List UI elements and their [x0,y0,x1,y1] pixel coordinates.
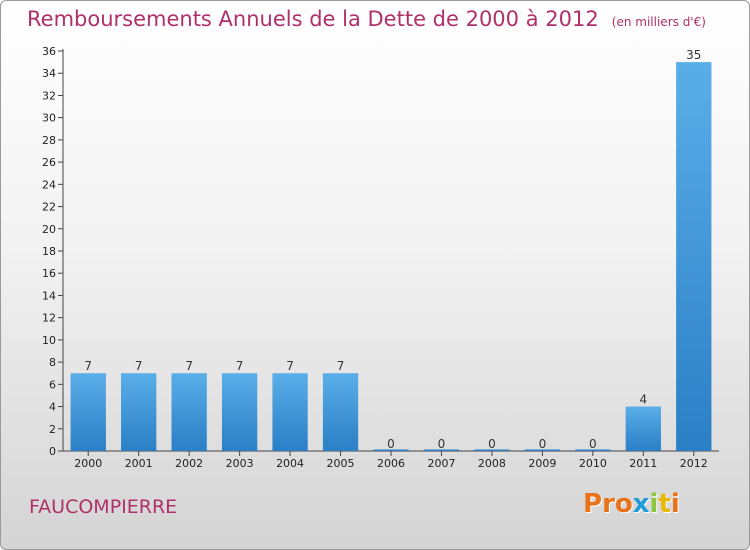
logo-letter: i [670,489,680,519]
bar [474,449,510,451]
y-tick-label: 22 [42,201,56,214]
y-tick-label: 6 [49,378,56,391]
x-tick-label: 2009 [528,457,556,470]
y-tick-label: 30 [42,112,56,125]
logo-letter: x [632,489,650,519]
bar [221,373,258,451]
y-tick-label: 18 [42,245,56,258]
data-label: 35 [686,48,701,62]
bar [70,373,106,451]
bar [322,373,359,451]
bars [70,62,712,451]
x-tick-label: 2006 [377,457,405,470]
y-tick-label: 4 [49,401,56,414]
chart-title-text: Remboursements Annuels de la Dette de 20… [27,7,599,31]
y-tick-label: 14 [42,289,56,302]
proxiti-logo: Proxiti [583,489,680,519]
y-tick-label: 0 [49,445,56,458]
commune-name: FAUCOMPIERRE [29,496,178,518]
logo-letter: P [583,489,603,519]
y-tick-label: 24 [42,178,56,191]
bar [676,62,712,451]
logo-letter: t [658,489,671,519]
data-label: 7 [337,359,345,373]
data-label: 0 [438,437,446,451]
data-label: 0 [539,437,547,451]
data-label: 0 [589,437,597,451]
chart-title: Remboursements Annuels de la Dette de 20… [27,7,706,31]
y-tick-label: 28 [42,134,56,147]
y-tick-label: 34 [42,67,56,80]
x-tick-label: 2003 [226,457,254,470]
x-tick-label: 2007 [427,457,455,470]
data-label: 7 [135,359,143,373]
x-tick-label: 2012 [680,457,708,470]
chart-unit-note: (en milliers d'€) [611,15,706,29]
data-label: 4 [639,393,647,407]
bar [625,406,661,451]
data-label: 7 [286,359,294,373]
x-tick-label: 2000 [74,457,102,470]
bar [524,449,561,451]
y-tick-label: 12 [42,312,56,325]
y-tick-label: 2 [49,423,56,436]
data-label: 0 [488,437,496,451]
bar [121,373,157,451]
bar [272,373,308,451]
logo-letter: o [614,489,633,519]
bar [171,373,207,451]
logo-letter: i [649,489,659,519]
y-tick-label: 32 [42,89,56,102]
x-tick-label: 2004 [276,457,304,470]
data-label: 7 [84,359,92,373]
y-tick-label: 10 [42,334,56,347]
x-tick-label: 2005 [327,457,355,470]
data-label: 7 [236,359,244,373]
x-tick-label: 2011 [629,457,657,470]
bar [423,449,460,451]
bar [575,449,611,451]
logo-letter: r [602,489,615,519]
y-tick-label: 36 [42,45,56,58]
y-tick-label: 20 [42,223,56,236]
y-tick-label: 26 [42,156,56,169]
x-tick-label: 2010 [579,457,607,470]
x-tick-label: 2001 [125,457,153,470]
y-tick-label: 8 [49,356,56,369]
data-label: 0 [387,437,395,451]
data-label: 7 [185,359,193,373]
bar [373,449,409,451]
y-tick-label: 16 [42,267,56,280]
x-tick-label: 2008 [478,457,506,470]
labels: 2000 7 2001 7 2002 7 2003 7 2004 7 2005 7 2006 0 2007 0… [74,48,708,470]
x-tick-label: 2002 [175,457,203,470]
